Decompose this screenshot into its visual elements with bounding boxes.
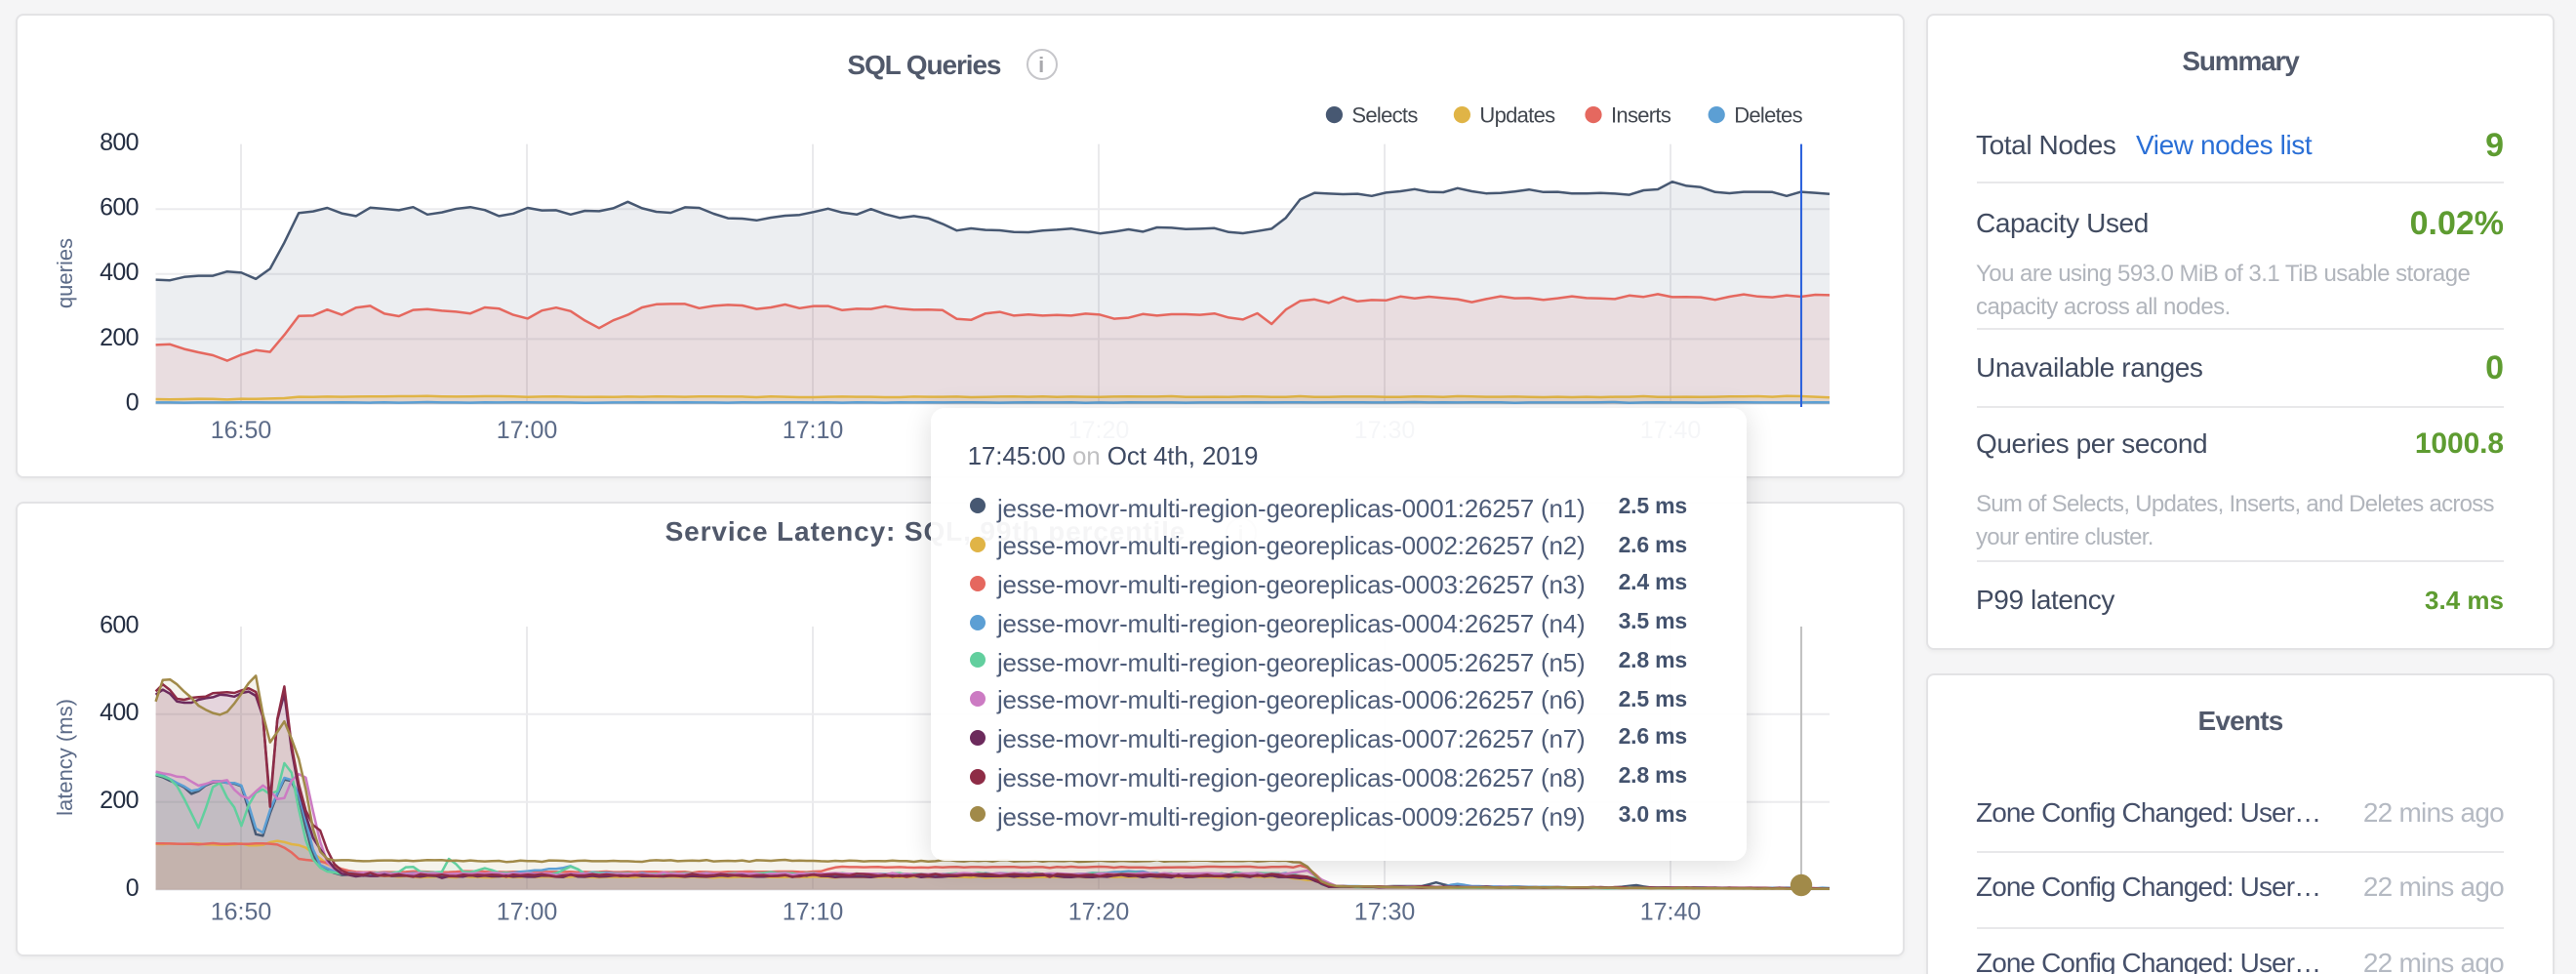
svg-text:0: 0 (126, 388, 139, 416)
svg-text:17:00: 17:00 (497, 417, 558, 444)
svg-text:0: 0 (126, 874, 139, 902)
svg-text:Inserts: Inserts (1611, 103, 1671, 128)
svg-text:400: 400 (100, 699, 139, 726)
svg-text:600: 600 (100, 611, 139, 638)
svg-text:400: 400 (100, 259, 139, 286)
svg-text:Deletes: Deletes (1734, 103, 1802, 128)
svg-text:Selects: Selects (1351, 103, 1418, 128)
svg-text:800: 800 (100, 129, 139, 156)
svg-text:17:40: 17:40 (1640, 899, 1702, 926)
svg-text:600: 600 (100, 194, 139, 222)
svg-text:200: 200 (100, 324, 139, 351)
svg-text:Updates: Updates (1479, 103, 1555, 128)
svg-text:17:10: 17:10 (783, 899, 844, 926)
svg-text:17:10: 17:10 (783, 417, 844, 444)
svg-text:17:30: 17:30 (1354, 899, 1416, 926)
svg-text:17:20: 17:20 (1068, 899, 1130, 926)
svg-text:200: 200 (100, 787, 139, 814)
svg-text:17:00: 17:00 (497, 899, 558, 926)
svg-text:16:50: 16:50 (211, 899, 272, 926)
svg-text:16:50: 16:50 (211, 417, 272, 444)
